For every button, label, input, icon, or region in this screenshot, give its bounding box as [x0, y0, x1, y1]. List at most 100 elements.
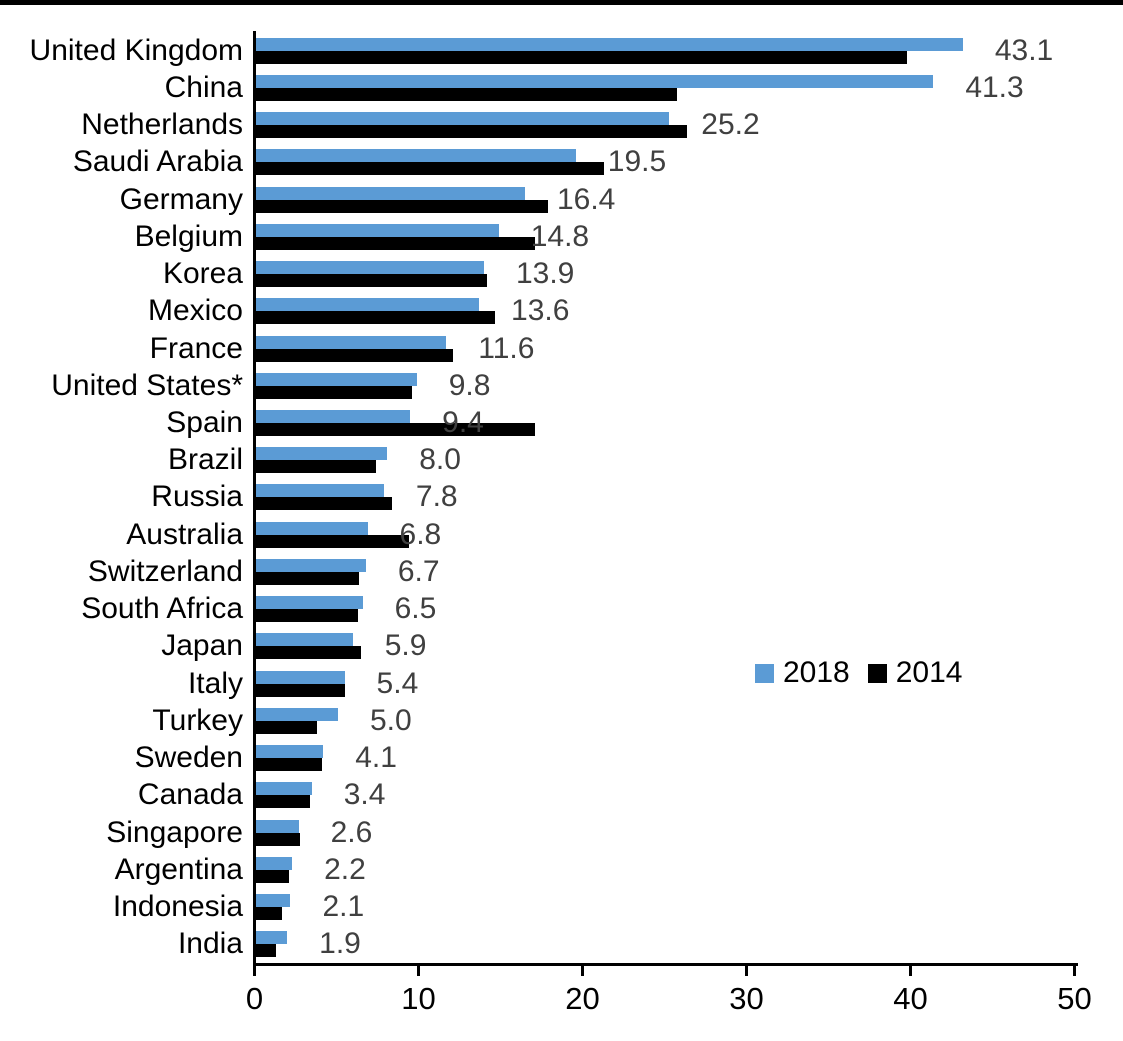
value-label: 13.6 [511, 294, 570, 328]
value-label: 6.5 [394, 592, 437, 626]
category-label: Korea [162, 257, 243, 291]
value-label: 11.6 [478, 331, 535, 365]
bar-2014 [256, 869, 289, 883]
legend-swatch-2018 [755, 663, 774, 683]
bar-2014 [256, 162, 604, 176]
category-label: Belgium [134, 219, 243, 253]
category-label: Indonesia [112, 890, 243, 924]
top-border [0, 0, 1123, 5]
value-label: 6.7 [397, 554, 440, 588]
bar-2014 [256, 311, 496, 325]
x-axis-tick-label: 10 [401, 981, 436, 1016]
bar-2014 [256, 50, 908, 64]
x-axis-tick [909, 966, 912, 976]
value-label: 14.8 [530, 219, 590, 253]
bar-2014 [256, 609, 358, 623]
value-label: 41.3 [965, 70, 1024, 104]
legend: 2018 2014 [755, 656, 963, 690]
category-label: Italy [187, 666, 243, 700]
x-axis-tick-label: 40 [893, 981, 928, 1016]
category-label: Singapore [106, 815, 243, 849]
value-label: 16.4 [556, 182, 616, 216]
value-label: 5.0 [370, 703, 412, 737]
value-label: 25.2 [701, 108, 760, 142]
bar-2018 [256, 596, 363, 610]
bar-2018 [256, 149, 576, 163]
bar-2014 [256, 720, 317, 734]
bar-2018 [256, 782, 312, 796]
bar-2018 [256, 223, 499, 237]
value-label: 9.4 [442, 406, 484, 439]
y-axis-line [253, 31, 256, 966]
x-axis-tick [253, 966, 256, 976]
bar-2014 [256, 683, 345, 697]
bar-2018 [256, 37, 963, 51]
category-label: France [149, 331, 243, 365]
value-label: 9.8 [448, 368, 491, 402]
bar-2018 [256, 558, 366, 572]
x-axis-tick-label: 50 [1057, 981, 1092, 1016]
bar-2014 [256, 758, 322, 772]
x-axis-tick-label: 20 [565, 981, 600, 1016]
bar-2014 [256, 944, 276, 958]
category-label: United States* [51, 368, 243, 402]
bar-2018 [256, 856, 293, 870]
category-label: South Africa [81, 592, 243, 626]
x-axis-tick [417, 966, 420, 976]
x-axis-tick [745, 966, 748, 976]
bar-2014 [256, 795, 311, 809]
bar-2014 [256, 125, 688, 139]
bar-2018 [256, 335, 447, 349]
category-label: Saudi Arabia [72, 145, 243, 179]
value-label: 2.6 [330, 815, 373, 849]
bar-2014 [256, 832, 301, 846]
bar-2018 [256, 298, 480, 312]
category-label: Sweden [134, 741, 243, 775]
category-label: Netherlands [81, 108, 243, 142]
legend-label-2014: 2014 [895, 656, 963, 689]
bar-2018 [256, 819, 299, 833]
bar-2018 [256, 74, 934, 88]
category-label: Spain [166, 406, 243, 439]
bar-2014 [256, 497, 393, 511]
value-label: 19.5 [607, 145, 667, 179]
x-axis-tick [1073, 966, 1076, 976]
category-label: Australia [126, 517, 243, 551]
bar-2014 [256, 423, 535, 436]
bar-2018 [256, 745, 324, 759]
bar-2018 [256, 372, 417, 386]
category-label: Brazil [167, 443, 243, 477]
value-label: 5.4 [376, 666, 419, 700]
value-label: 4.1 [355, 741, 397, 775]
value-label: 1.9 [319, 927, 361, 961]
bar-2018 [256, 931, 288, 945]
category-label: Russia [151, 480, 243, 514]
category-label: Mexico [147, 294, 243, 328]
bar-2014 [256, 907, 283, 921]
bar-2018 [256, 707, 338, 721]
bar-2014 [256, 87, 678, 101]
bar-2014 [256, 646, 361, 660]
category-label: Japan [161, 629, 243, 663]
legend-label-2018: 2018 [783, 656, 850, 689]
legend-swatch-2014 [867, 663, 887, 683]
bar-2018 [256, 410, 411, 423]
bar-2014 [256, 460, 376, 474]
category-label: Canada [137, 778, 243, 812]
value-label: 3.4 [343, 778, 386, 812]
x-axis-tick [581, 966, 584, 976]
x-axis-line [253, 963, 1078, 966]
category-label: United Kingdom [29, 33, 243, 67]
category-label: Turkey [152, 703, 243, 737]
value-label: 8.0 [419, 443, 461, 477]
value-label: 13.9 [515, 257, 575, 291]
x-axis-tick-label: 0 [245, 981, 264, 1016]
category-label: Germany [119, 182, 243, 216]
bar-2018 [256, 894, 291, 908]
bar-2018 [256, 261, 484, 275]
bar-2018 [256, 484, 384, 498]
value-label: 2.2 [324, 852, 366, 886]
bar-2014 [256, 236, 535, 250]
value-label: 6.8 [399, 517, 442, 551]
